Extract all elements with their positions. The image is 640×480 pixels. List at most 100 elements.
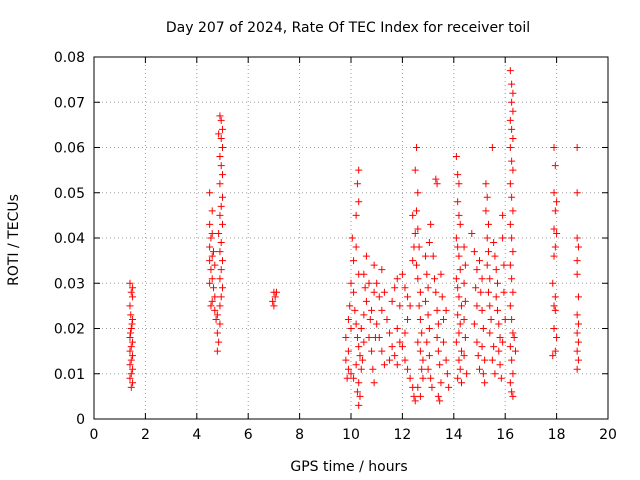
data-point	[455, 293, 463, 301]
data-point	[431, 275, 439, 283]
data-point	[454, 243, 462, 251]
data-point	[499, 338, 507, 346]
data-point	[433, 180, 441, 188]
data-point	[486, 275, 494, 283]
data-point	[500, 261, 508, 269]
data-point	[550, 252, 558, 260]
data-point	[511, 347, 519, 355]
data-point	[425, 325, 433, 332]
x-tick-label: 8	[295, 427, 304, 443]
data-point	[217, 293, 225, 301]
x-tick-label: 18	[548, 427, 566, 443]
data-point	[484, 248, 492, 256]
data-point	[452, 153, 460, 161]
data-point	[506, 261, 514, 269]
data-point	[455, 252, 463, 260]
data-point	[573, 365, 581, 373]
data-point	[424, 284, 432, 292]
data-point	[396, 338, 404, 346]
data-point	[492, 293, 500, 301]
data-point	[127, 356, 135, 364]
x-tick-label: 14	[445, 427, 463, 443]
data-point	[352, 320, 360, 328]
data-point	[491, 370, 499, 378]
data-point	[360, 311, 368, 319]
data-point	[206, 220, 214, 228]
data-point	[476, 365, 483, 373]
data-point	[482, 207, 490, 215]
x-tick-label: 2	[141, 427, 150, 443]
data-point	[454, 171, 462, 179]
data-point	[219, 125, 226, 133]
data-point	[357, 365, 365, 373]
data-point	[506, 180, 514, 188]
data-point	[458, 347, 466, 355]
data-point	[356, 352, 364, 360]
data-point	[409, 257, 417, 265]
data-point	[210, 284, 218, 292]
data-point	[491, 252, 499, 260]
data-point	[423, 338, 431, 346]
data-point	[127, 325, 135, 332]
data-point	[461, 297, 469, 305]
data-point	[366, 315, 374, 323]
data-point	[455, 211, 463, 219]
data-point	[365, 279, 373, 287]
data-point	[383, 315, 391, 323]
data-point	[509, 207, 517, 215]
data-point	[361, 284, 369, 292]
data-point	[506, 67, 514, 75]
data-point	[355, 198, 363, 206]
data-point	[206, 243, 214, 251]
data-point	[474, 352, 482, 360]
data-point	[215, 338, 223, 346]
data-point	[127, 311, 135, 319]
data-point	[401, 284, 409, 292]
data-point	[362, 297, 370, 305]
data-point	[213, 329, 221, 337]
data-point	[456, 220, 464, 228]
data-point	[455, 356, 463, 364]
data-point	[508, 275, 516, 283]
data-point	[347, 370, 355, 378]
data-point	[508, 98, 516, 106]
data-point	[509, 370, 517, 378]
data-point	[393, 325, 401, 332]
data-point	[401, 329, 409, 337]
data-point	[414, 275, 422, 283]
data-point	[460, 315, 468, 323]
y-axis-label: ROTI / TECUs	[6, 194, 22, 286]
data-point	[509, 248, 517, 256]
data-point	[126, 361, 134, 369]
y-tick-label: 0.08	[54, 50, 85, 66]
data-point	[497, 374, 505, 382]
data-point	[499, 211, 507, 219]
data-point	[461, 261, 469, 269]
data-point	[468, 229, 476, 237]
data-point	[473, 266, 481, 274]
data-point	[455, 180, 463, 188]
data-point	[508, 125, 516, 133]
data-point	[208, 207, 216, 215]
data-point	[478, 275, 486, 283]
data-point	[508, 80, 516, 88]
data-point	[207, 302, 215, 310]
data-point	[352, 243, 360, 251]
data-point	[445, 383, 453, 391]
data-point	[350, 288, 358, 296]
data-point	[217, 202, 225, 210]
data-point	[454, 311, 462, 319]
data-point	[217, 266, 225, 274]
data-point	[493, 306, 501, 314]
y-tick-label: 0.03	[54, 276, 85, 292]
data-point	[127, 343, 135, 351]
data-point	[549, 279, 557, 287]
data-point	[551, 306, 559, 314]
data-point	[496, 361, 504, 369]
data-point	[370, 261, 378, 269]
data-point	[401, 356, 409, 364]
data-point	[271, 293, 279, 301]
data-point	[216, 302, 224, 310]
data-point	[440, 315, 448, 323]
data-point	[456, 365, 464, 373]
